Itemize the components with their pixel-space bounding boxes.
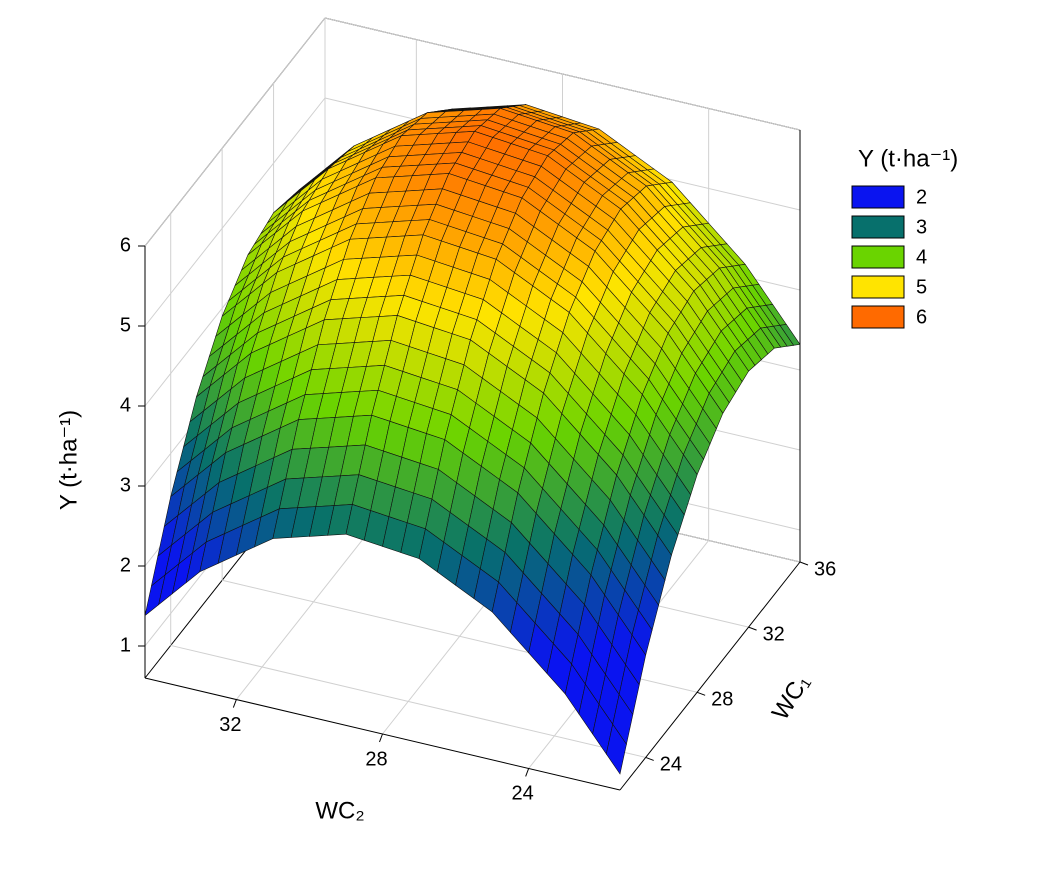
x-axis-title: WC₂ (315, 797, 364, 824)
y-axis-title: WC₁ (767, 670, 815, 725)
legend-label: 4 (916, 246, 927, 268)
legend-label: 5 (916, 276, 927, 298)
z-tick-label: 2 (120, 554, 131, 576)
z-tick-label: 1 (120, 634, 131, 656)
y-tick-label: 32 (763, 623, 785, 645)
z-tick-label: 6 (120, 234, 131, 256)
grid-line (144, 17, 326, 247)
tick (799, 561, 809, 566)
legend-title: Y (t·ha⁻¹) (858, 145, 958, 172)
legend-swatch (851, 275, 905, 299)
y-tick-label: 36 (814, 558, 836, 580)
legend-label: 2 (916, 186, 927, 208)
x-tick-label: 24 (512, 783, 534, 805)
y-tick-label: 24 (660, 754, 682, 776)
x-tick-label: 32 (219, 714, 241, 736)
tick (525, 768, 530, 777)
surface-patch (605, 723, 627, 775)
legend-swatch (851, 245, 905, 269)
legend-swatch (851, 305, 905, 329)
z-tick-label: 5 (120, 314, 131, 336)
tick (232, 699, 237, 708)
grid-line (144, 97, 326, 327)
legend-swatch (851, 185, 905, 209)
tick (379, 733, 383, 743)
z-tick-label: 3 (120, 474, 131, 496)
legend-label: 3 (916, 216, 927, 238)
y-tick-label: 28 (711, 689, 733, 711)
legend-swatch (851, 215, 905, 239)
x-tick-label: 28 (365, 748, 387, 770)
z-axis-title: Y (t·ha⁻¹) (55, 410, 82, 510)
y-axis (619, 561, 801, 791)
z-tick-label: 4 (120, 394, 131, 416)
grid-line (170, 644, 646, 758)
legend-label: 6 (916, 306, 927, 328)
tick (748, 626, 757, 631)
tick (645, 756, 654, 761)
tick (696, 691, 706, 696)
